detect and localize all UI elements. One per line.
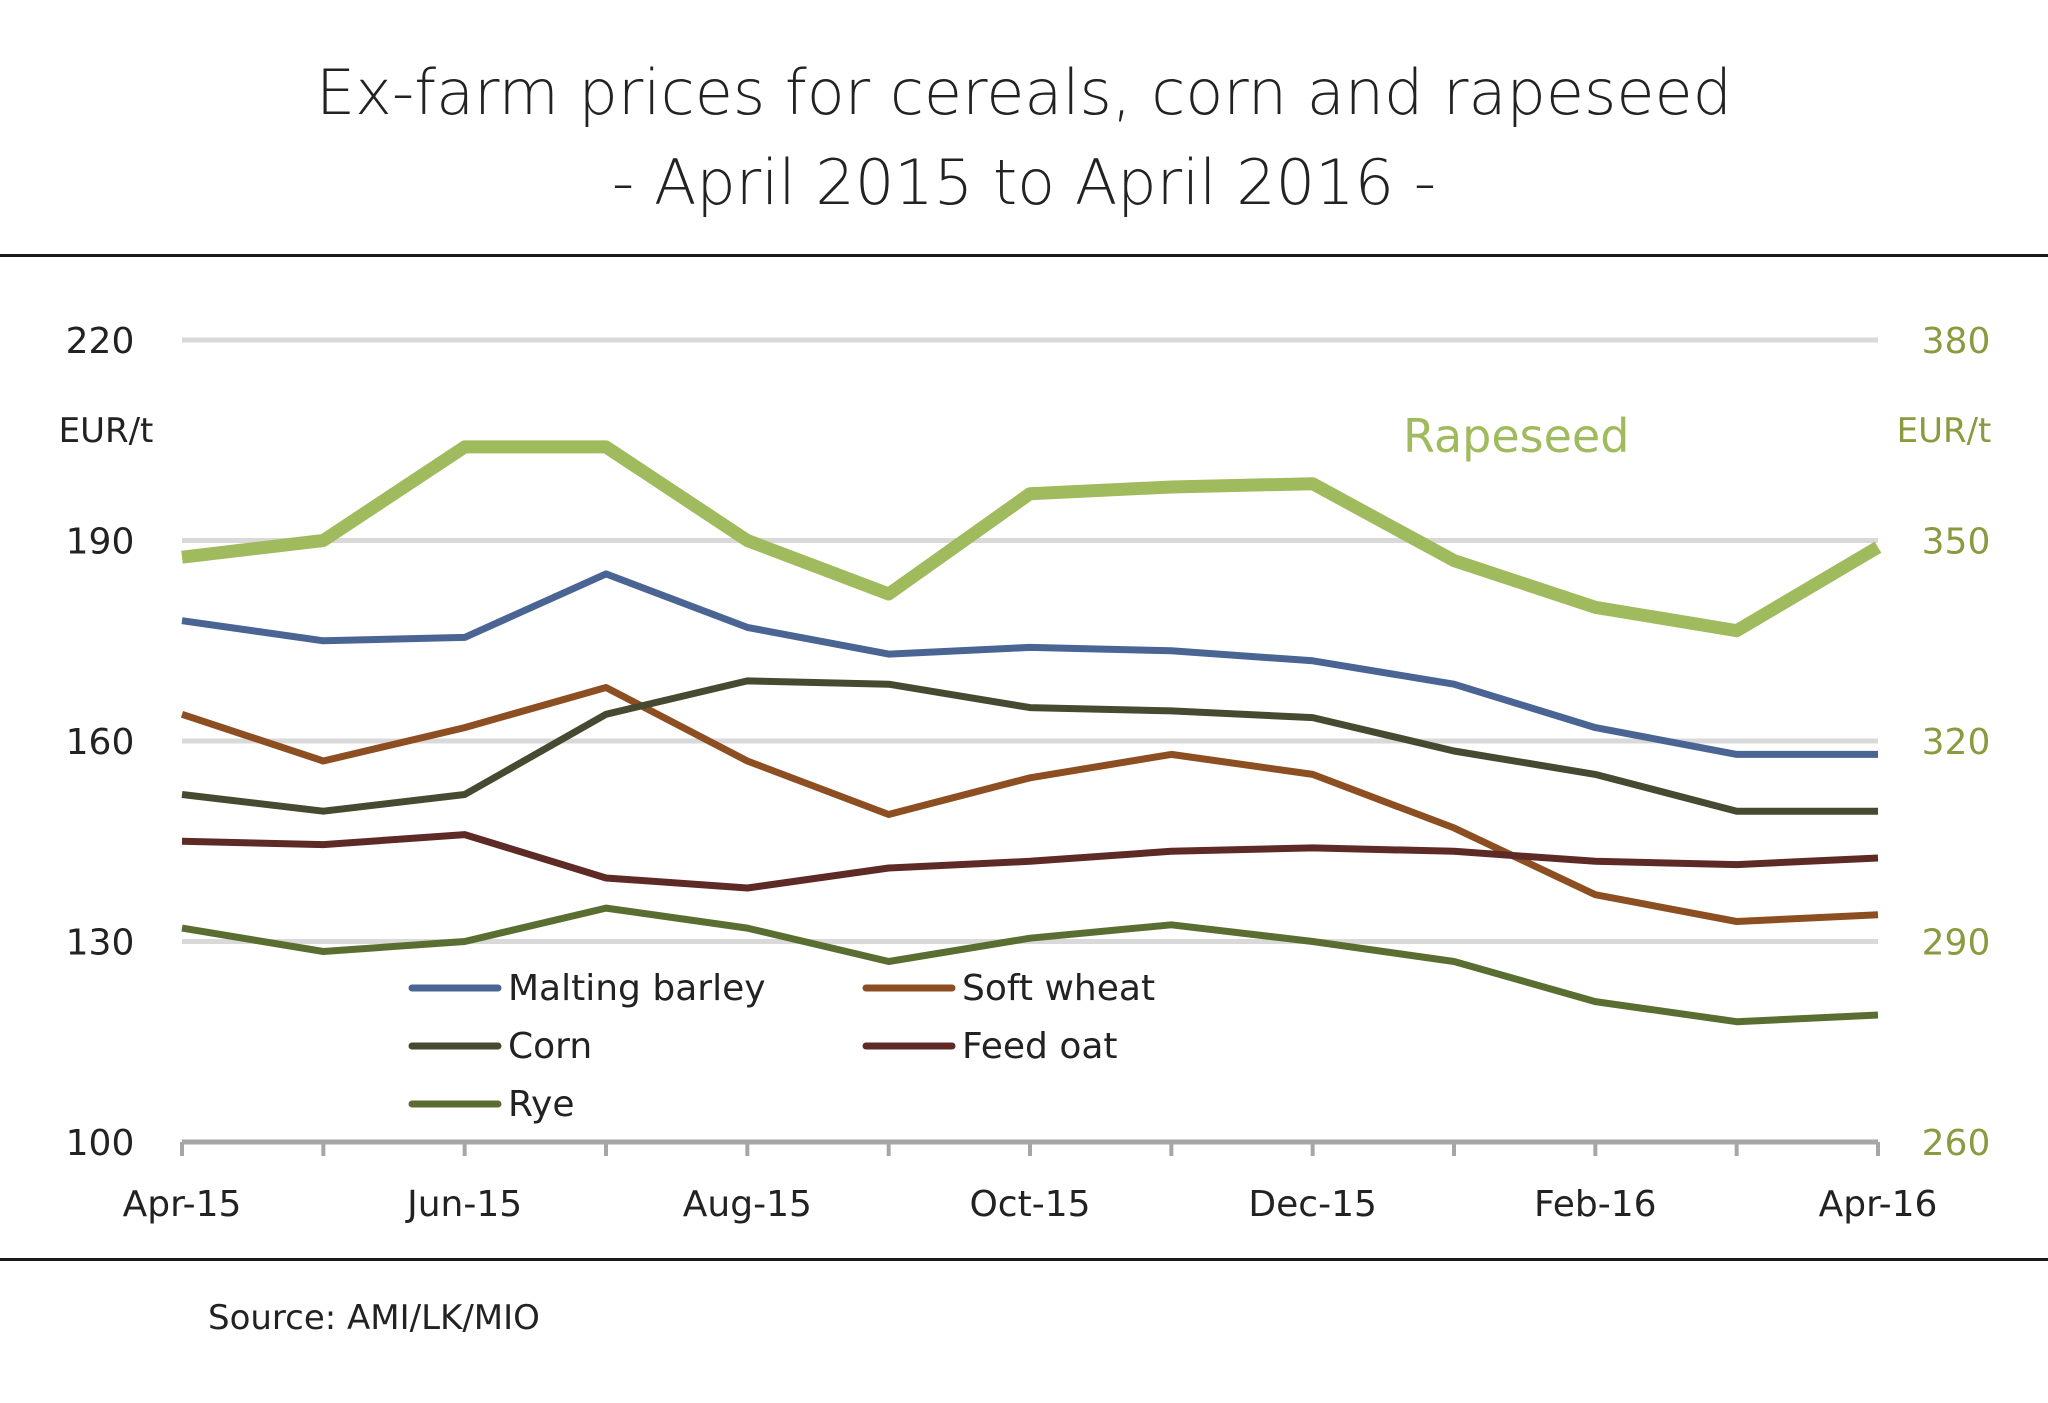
x-tick-label: Jun-15 [405,1184,522,1225]
y-tick-label-right: 380 [1922,321,1991,362]
y-unit-left: EUR/t [59,411,154,451]
y-tick-label-left: 160 [66,722,135,763]
legend-label: Malting barley [508,968,766,1009]
series-line-soft-wheat [180,684,1879,925]
source-note: Source: AMI/LK/MIO [208,1298,540,1338]
x-tick-label: Feb-16 [1534,1184,1657,1225]
y-unit-right: EUR/t [1897,411,1992,451]
y-tick-label-right: 260 [1922,1123,1991,1164]
title-line-2: - April 2015 to April 2016 - [611,146,1437,219]
x-tick-label: Aug-15 [683,1184,812,1225]
y-tick-label-right: 320 [1922,722,1991,763]
legend-label: Feed oat [962,1026,1118,1067]
series-line-rapeseed [181,440,1882,638]
series-line-corn [181,677,1878,815]
bottom-rule [0,1258,2048,1261]
legend-label: Corn [508,1026,592,1067]
annotation-rapeseed: Rapeseed [1403,409,1629,463]
x-tick-label: Apr-15 [123,1184,242,1225]
legend-label: Soft wheat [962,968,1155,1009]
series-line-feed-oat [181,831,1879,892]
y-tick-label-left: 100 [66,1123,135,1164]
y-tick-label-left: 220 [66,321,135,362]
y-tick-label-right: 290 [1922,923,1991,964]
series-line-rye [181,904,1879,1026]
x-tick-label: Apr-16 [1819,1184,1938,1225]
y-tick-label-right: 350 [1922,522,1991,563]
y-tick-label-left: 130 [66,923,135,964]
chart-title: Ex-farm prices for cereals, corn and rap… [0,48,2048,228]
series-line-malting-barley [181,570,1878,758]
y-tick-label-left: 190 [66,522,135,563]
x-tick-label: Oct-15 [969,1184,1090,1225]
title-line-1: Ex-farm prices for cereals, corn and rap… [316,56,1732,129]
legend-label: Rye [508,1084,575,1125]
top-rule [0,254,2048,257]
x-tick-label: Dec-15 [1248,1184,1376,1225]
